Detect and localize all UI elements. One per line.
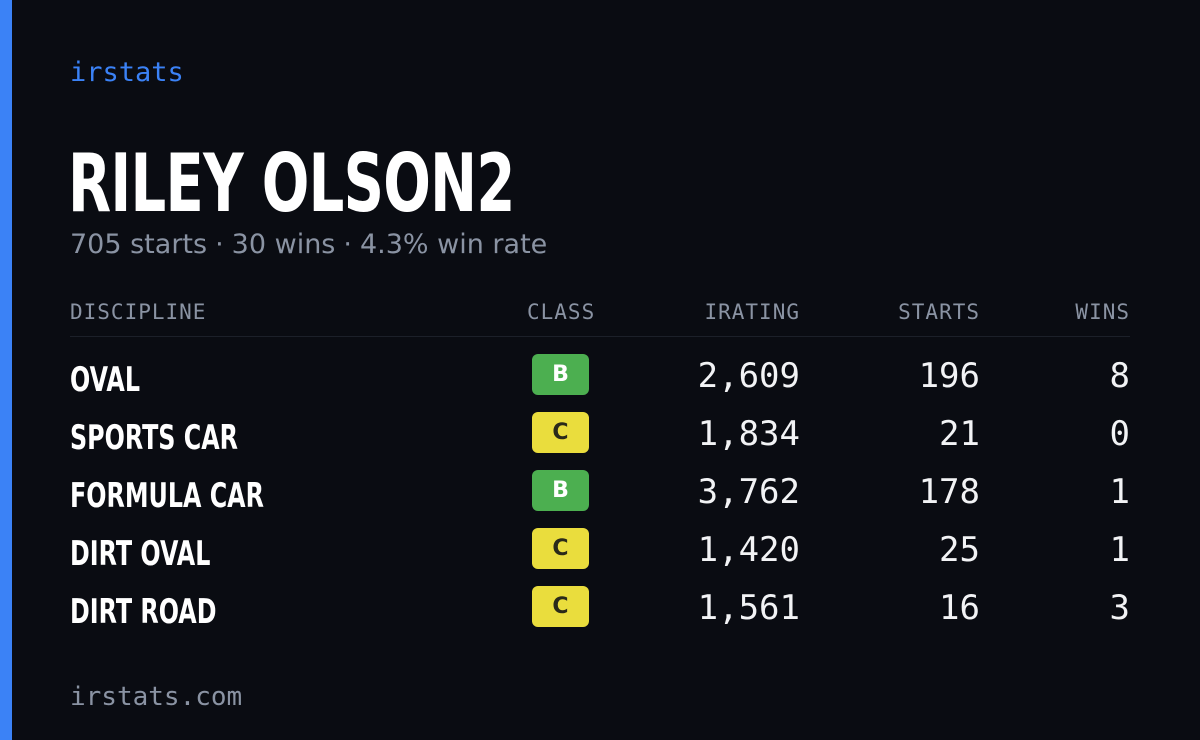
- wins-value: 0: [1109, 414, 1130, 454]
- summary-separator: ·: [215, 229, 224, 260]
- table-row: DIRT OVAL C 1,420 25 1: [70, 528, 1130, 586]
- table-row: DIRT ROAD C 1,561 16 3: [70, 586, 1130, 644]
- header-wins: WINS: [1075, 300, 1130, 324]
- header-class: CLASS: [527, 300, 596, 324]
- brand-logo: irstats: [70, 57, 184, 88]
- irating-value: 2,609: [697, 356, 800, 396]
- starts-value: 196: [918, 356, 980, 396]
- table-row: OVAL B 2,609 196 8: [70, 354, 1130, 412]
- discipline-name: DIRT ROAD: [70, 592, 217, 632]
- wins-value: 1: [1109, 472, 1130, 512]
- class-badge: C: [532, 586, 589, 627]
- header-starts: STARTS: [898, 300, 980, 324]
- header-irating: IRATING: [704, 300, 800, 324]
- driver-summary: 705 starts · 30 wins · 4.3% win rate: [70, 228, 547, 262]
- starts-value: 21: [939, 414, 980, 454]
- summary-separator: ·: [343, 229, 352, 260]
- starts-summary: 705 starts: [70, 229, 208, 260]
- wins-summary: 30 wins: [231, 229, 336, 260]
- discipline-name: DIRT OVAL: [70, 534, 211, 574]
- win-rate-summary: 4.3% win rate: [359, 229, 548, 260]
- discipline-name: FORMULA CAR: [70, 476, 264, 516]
- discipline-name: OVAL: [70, 360, 140, 400]
- starts-value: 178: [918, 472, 980, 512]
- class-badge: C: [532, 412, 589, 453]
- class-badge: B: [532, 354, 589, 395]
- table-row: SPORTS CAR C 1,834 21 0: [70, 412, 1130, 470]
- irating-value: 1,561: [697, 588, 800, 628]
- irating-value: 3,762: [697, 472, 800, 512]
- footer-url: irstats.com: [70, 682, 243, 712]
- accent-bar: [0, 0, 12, 740]
- wins-value: 1: [1109, 530, 1130, 570]
- table-row: FORMULA CAR B 3,762 178 1: [70, 470, 1130, 528]
- wins-value: 3: [1109, 588, 1130, 628]
- irating-value: 1,834: [697, 414, 800, 454]
- class-badge: B: [532, 470, 589, 511]
- table-header: DISCIPLINE CLASS IRATING STARTS WINS: [70, 296, 1130, 337]
- discipline-name: SPORTS CAR: [70, 418, 238, 458]
- starts-value: 16: [939, 588, 980, 628]
- driver-name: RILEY OLSON2: [68, 137, 515, 230]
- class-badge: C: [532, 528, 589, 569]
- header-discipline: DISCIPLINE: [70, 300, 207, 324]
- irating-value: 1,420: [697, 530, 800, 570]
- wins-value: 8: [1109, 356, 1130, 396]
- starts-value: 25: [939, 530, 980, 570]
